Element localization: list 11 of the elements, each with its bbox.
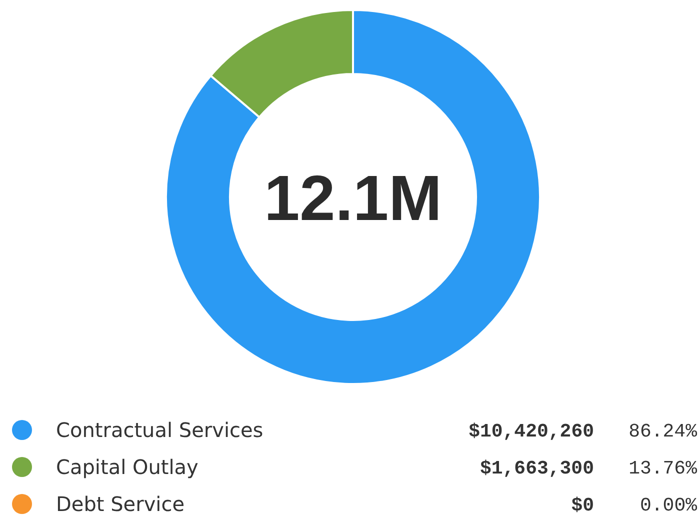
text: $0 — [571, 494, 594, 517]
text: 86.24% — [628, 420, 698, 443]
legend-label: Contractual Services — [56, 418, 264, 442]
donut-slice — [165, 9, 541, 385]
data-label: $1,663,300 — [480, 458, 594, 480]
text: 0.00% — [640, 494, 698, 517]
legend-label: Debt Service — [56, 492, 185, 516]
text: 13.76% — [628, 458, 698, 480]
text: 12.1M — [264, 162, 442, 234]
legend-label: Capital Outlay — [56, 455, 199, 479]
data-label: $10,420,260 — [468, 420, 594, 443]
